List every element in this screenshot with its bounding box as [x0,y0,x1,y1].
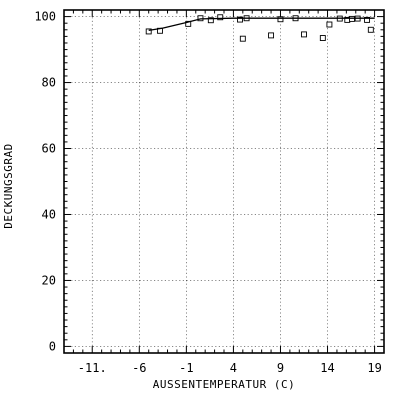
data-point [145,28,152,35]
grid [64,10,384,353]
y-tick-label: 40 [42,207,56,221]
data-point [237,16,243,23]
x-tick-label: 14 [320,361,334,375]
axis-ticks [63,9,385,354]
y-tick-label: 60 [42,142,56,156]
y-tick-label: 20 [42,273,56,287]
x-tick-label: -6 [132,361,146,375]
data-point [349,15,355,22]
y-tick-label: 80 [42,76,56,90]
data-point [185,20,192,27]
x-tick-label: 19 [367,361,381,375]
trend-line [148,17,375,32]
data-point [364,16,371,23]
x-tick-label: -1 [179,361,193,375]
data-point [217,14,224,21]
data-point [319,35,326,41]
data-point [268,32,275,39]
x-tick-label: -11. [78,361,107,375]
x-tick-label: 9 [277,361,284,375]
data-point [277,16,284,23]
x-axis-label: AUSSENTEMPERATUR (C) [153,378,295,391]
data-point [207,17,214,24]
x-tick-label: 4 [230,361,237,375]
data-series [145,14,375,42]
y-axis-label: DECKUNGSGRAD [2,143,15,228]
data-point [239,35,246,42]
y-tick-label: 0 [49,339,56,353]
tick-labels: -11. -6 -1 4 9 14 19 0 20 40 60 80 100 [34,10,382,375]
data-point [326,21,333,28]
data-point [367,26,374,33]
plot-frame [63,9,385,354]
data-point [301,31,307,38]
y-tick-label: 100 [34,10,56,24]
